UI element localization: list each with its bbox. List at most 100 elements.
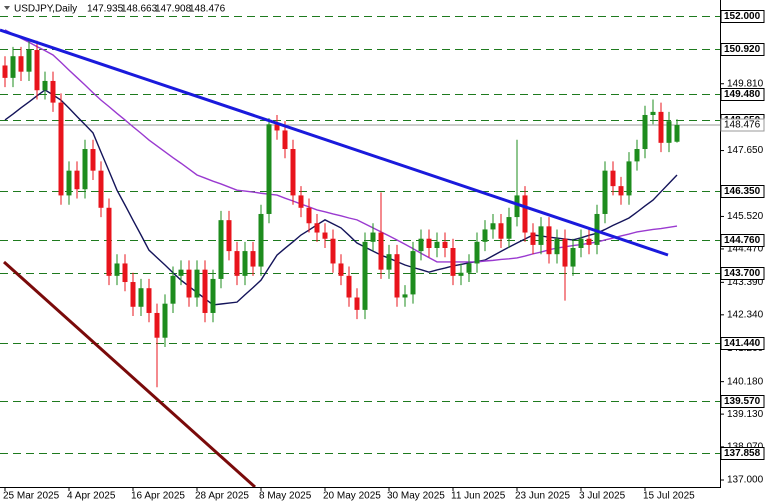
level-label: 143.700 (724, 268, 761, 279)
candle-body (634, 149, 640, 162)
candle-body (114, 263, 120, 276)
candle-body (538, 226, 544, 245)
candle-body (250, 251, 256, 267)
x-tick-label: 20 May 2025 (323, 491, 381, 502)
candle-body (210, 278, 216, 313)
x-tick-label: 11 Jun 2025 (451, 491, 506, 502)
candle-body (202, 269, 208, 313)
candles (2, 40, 680, 388)
candle-body (586, 238, 592, 245)
candle-body (674, 125, 680, 142)
candle-body (26, 50, 32, 72)
candle-body (570, 248, 576, 267)
candle-body (498, 223, 504, 239)
level-label: 139.570 (724, 396, 761, 407)
candle-body (58, 102, 64, 196)
x-tick-label: 28 Apr 2025 (195, 491, 249, 502)
levels (0, 16, 720, 454)
candle-body (66, 170, 72, 196)
candle-body (506, 217, 512, 239)
candle-body (434, 241, 440, 249)
y-tick-label: 140.180 (727, 376, 764, 387)
candle-body (290, 149, 296, 196)
y-tick-label: 143.390 (727, 277, 764, 288)
candle-body (490, 223, 496, 230)
candle-body (370, 232, 376, 242)
price-axis-bg (720, 0, 765, 504)
x-tick-label: 30 May 2025 (387, 491, 445, 502)
candle-body (578, 238, 584, 249)
ohlc-low: 147.908 (155, 4, 192, 15)
candle-body (362, 241, 368, 310)
candle-body (42, 80, 48, 91)
candle-body (138, 288, 144, 307)
x-tick-label: 25 Mar 2025 (3, 491, 60, 502)
candle-body (146, 288, 152, 313)
candle-body (34, 50, 40, 91)
ohlc-close: 148.476 (189, 4, 226, 15)
candle-body (98, 170, 104, 208)
level-label-box (720, 395, 765, 408)
candle-body (266, 124, 272, 214)
candle-body (2, 65, 8, 78)
candle-body (522, 195, 528, 233)
candle-body (642, 114, 648, 150)
x-tick-label: 3 Jul 2025 (579, 491, 626, 502)
candle-body (562, 238, 568, 267)
candle-body (106, 207, 112, 276)
bid-label: 148.476 (724, 120, 761, 131)
level-label: 152.000 (724, 11, 761, 22)
candle-body (50, 80, 56, 103)
level-label-box (720, 185, 765, 198)
y-tick-label: 149.810 (727, 78, 764, 89)
time-axis-bg (0, 487, 765, 504)
candle-body (546, 226, 552, 255)
x-tick-label: 16 Apr 2025 (131, 491, 185, 502)
level-label-box (720, 43, 765, 56)
candle-body (594, 213, 600, 245)
candle-body (178, 269, 184, 276)
candle-body (450, 248, 456, 276)
axes: 149.810 147.650 145.520 144.470 143.390 142.3… (3, 10, 765, 502)
candle-body (658, 111, 664, 143)
candle-body (10, 56, 16, 78)
candle-body (458, 272, 464, 276)
candle-body (194, 269, 200, 298)
candle-body (314, 223, 320, 233)
candle-body (306, 207, 312, 224)
y-tick-label: 147.650 (727, 145, 764, 156)
candle-body (258, 213, 264, 267)
candle-body (298, 195, 304, 208)
candle-body (274, 124, 280, 131)
candle-body (322, 232, 328, 239)
level-label-box (720, 267, 765, 280)
x-tick-label: 4 Apr 2025 (67, 491, 116, 502)
candle-body (474, 241, 480, 264)
candle-body (74, 170, 80, 190)
candle-body (226, 220, 232, 252)
candle-body (426, 238, 432, 249)
y-tick-label: 142.340 (727, 309, 764, 320)
candle-body (402, 294, 408, 298)
candle-body (394, 254, 400, 298)
ohlc-high: 148.663 (121, 4, 158, 15)
candle-body (602, 170, 608, 214)
candle-body (154, 312, 160, 338)
candle-body (610, 170, 616, 187)
candle-body (650, 111, 656, 115)
ohlc-open: 147.935 (87, 4, 124, 15)
level-label: 149.480 (724, 89, 761, 100)
candle-body (666, 121, 672, 143)
trend-line (0, 28, 669, 257)
y-tick-label: 145.520 (727, 211, 764, 222)
level-label-box (720, 447, 765, 460)
chart-title: USDJPY,Daily (14, 4, 77, 15)
candle-body (338, 263, 344, 276)
candle-body (234, 251, 240, 276)
candle-body (530, 232, 536, 245)
x-tick-label: 8 May 2025 (259, 491, 312, 502)
candle-body (82, 149, 88, 190)
candle-body (162, 303, 168, 338)
level-label-box (720, 88, 765, 101)
